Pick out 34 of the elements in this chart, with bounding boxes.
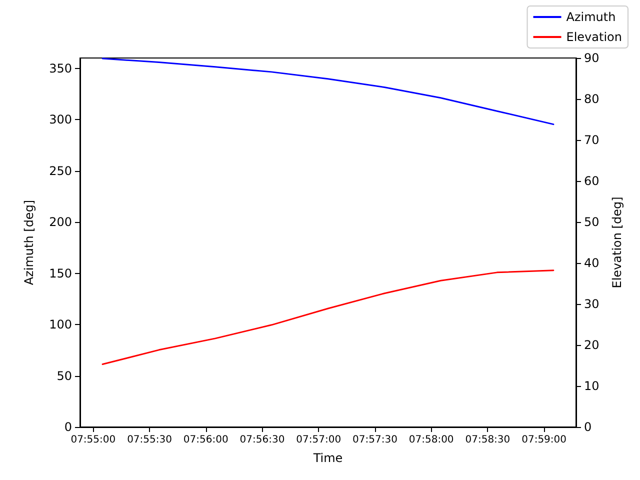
y2-axis-title: Elevation [deg] (610, 196, 624, 288)
y2-tick-label: 20 (584, 338, 600, 352)
y2-tick-label: 60 (584, 174, 600, 188)
y2-tick-label: 10 (584, 379, 600, 393)
y-tick-label: 350 (49, 61, 72, 76)
y2-tick-label: 30 (584, 297, 600, 311)
y-tick-label: 300 (49, 112, 72, 126)
y2-tick-label: 0 (584, 420, 592, 434)
y2-tick-label: 70 (584, 133, 600, 147)
y2-tick-label: 40 (584, 256, 600, 270)
y-tick-label: 250 (49, 164, 72, 178)
y-axis-title: Azimuth [deg] (22, 200, 36, 286)
x-tick-label: 07:55:00 (70, 434, 116, 446)
x-tick-label: 07:56:30 (240, 434, 285, 446)
y-tick-label: 200 (49, 215, 72, 229)
x-tick-label: 07:59:00 (522, 434, 567, 446)
x-tick-label: 07:57:00 (296, 434, 342, 446)
x-tick-label: 07:58:30 (465, 434, 510, 446)
y-tick-label: 100 (49, 318, 72, 332)
y-tick-label: 150 (49, 266, 72, 280)
line-series (102, 270, 554, 366)
x-tick-label: 07:55:30 (127, 434, 172, 446)
legend-label: Azimuth (566, 10, 616, 24)
y2-tick-label: 80 (584, 92, 600, 106)
y2-tick-label: 50 (584, 215, 600, 229)
y-tick-label: 50 (56, 368, 72, 383)
y2-tick-label: 90 (584, 51, 600, 65)
x-tick-label: 07:58:00 (408, 434, 454, 446)
legend-label: Elevation (566, 30, 622, 44)
y-tick-label: 0 (64, 420, 72, 434)
x-tick-label: 07:57:30 (352, 434, 398, 446)
line-series (102, 58, 554, 126)
x-axis-title: Time (312, 451, 343, 465)
x-tick-label: 07:56:00 (183, 434, 228, 446)
